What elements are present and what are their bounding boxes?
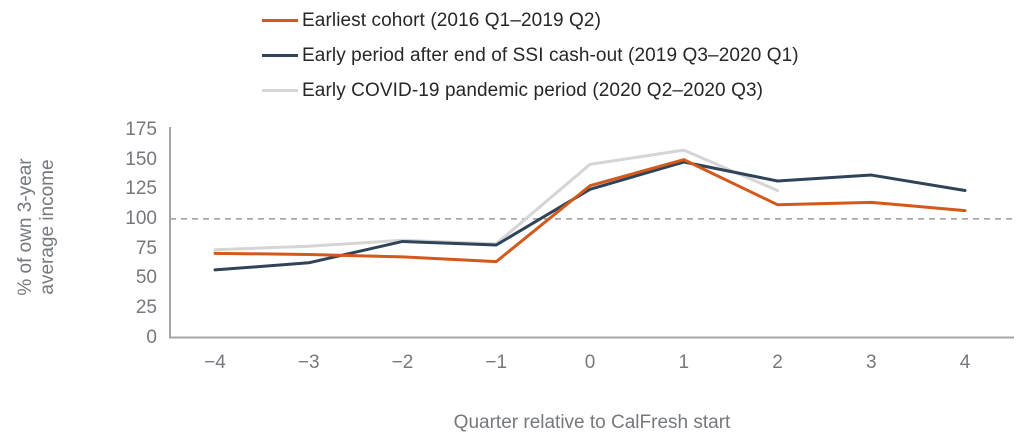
legend-item-ssi-cashout: Early period after end of SSI cash-out (… (262, 38, 799, 73)
axis-lines (169, 127, 1014, 339)
x-tick-label: 4 (959, 352, 971, 373)
legend-item-earliest-cohort: Earliest cohort (2016 Q1–2019 Q2) (262, 3, 799, 38)
x-tick-label: 3 (865, 352, 877, 373)
y-tick-label: 150 (125, 148, 157, 170)
x-tick-label: −1 (485, 352, 508, 373)
y-tick-label: 175 (125, 119, 157, 140)
x-tick-label: −4 (204, 352, 226, 373)
legend-label: Early COVID-19 pandemic period (2020 Q2–… (302, 79, 764, 101)
x-tick-label: −3 (297, 352, 320, 373)
series-line-0 (213, 158, 967, 264)
x-tick-label: 0 (584, 352, 596, 373)
x-axis-title: Quarter relative to CalFresh start (453, 412, 731, 433)
y-tick-label: 100 (125, 207, 157, 229)
y-axis-title: % of own 3-year average income (15, 158, 58, 296)
chart-legend: Earliest cohort (2016 Q1–2019 Q2) Early … (262, 3, 799, 108)
y-tick-label: 125 (125, 178, 157, 200)
legend-line-swatch-navy (262, 54, 298, 57)
y-tick-label: 25 (135, 296, 157, 318)
x-tick-label: −2 (391, 352, 414, 373)
x-tick-label: 2 (772, 352, 783, 373)
legend-line-swatch-orange (262, 19, 298, 22)
x-tick-label: 1 (678, 352, 690, 373)
legend-item-covid-period: Early COVID-19 pandemic period (2020 Q2–… (262, 73, 799, 108)
y-tick-label: 75 (135, 237, 157, 259)
legend-label: Early period after end of SSI cash-out (… (302, 44, 799, 66)
legend-label: Earliest cohort (2016 Q1–2019 Q2) (302, 9, 602, 31)
y-tick-label: 0 (146, 326, 157, 348)
y-tick-label: 50 (135, 267, 157, 289)
legend-line-swatch-gray (262, 89, 298, 92)
